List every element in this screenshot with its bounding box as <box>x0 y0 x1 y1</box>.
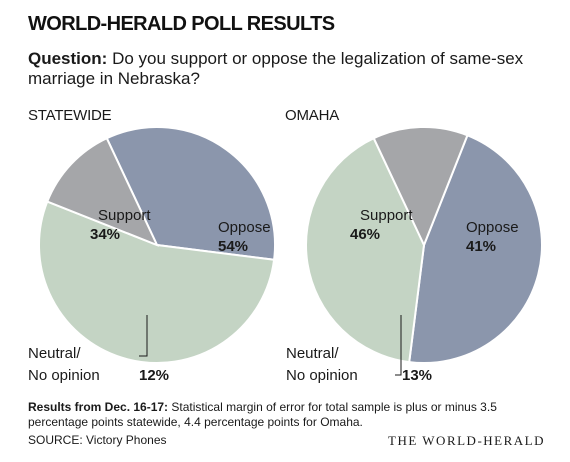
question-label: Question: <box>28 49 108 68</box>
question-text: Do you support or oppose the legalizatio… <box>28 49 524 88</box>
note-label: Results from Dec. 16-17: <box>28 400 169 414</box>
omaha-neutral-label: Neutral/ <box>286 345 339 362</box>
statewide-oppose-value: 54% <box>218 238 248 255</box>
omaha-neutral-slice <box>372 126 469 248</box>
statewide-neutral-label-line2: No opinion <box>28 367 100 384</box>
note-text: Statistical margin of error for total sa… <box>28 400 497 429</box>
omaha-neutral-label-line2: No opinion <box>286 367 358 384</box>
statewide-neutral-leader-line <box>139 315 148 357</box>
pie-charts: Support 34% Oppose 54% Neutral/No opinion 12%… <box>28 126 543 384</box>
omaha-support-label: Support <box>360 207 413 224</box>
statewide-neutral-slice <box>45 136 159 247</box>
omaha-support-value: 46% <box>350 226 380 243</box>
statewide-support-value: 34% <box>90 226 120 243</box>
statewide-neutral-value: 12% <box>139 367 169 384</box>
omaha-neutral-value: 13% <box>402 367 432 384</box>
omaha-neutral-leader-line <box>395 315 402 376</box>
results-note: Results from Dec. 16-17: Statistical mar… <box>28 400 548 430</box>
brand-logo: THE WORLD-HERALD <box>388 433 545 448</box>
omaha-chart-title: OMAHA <box>285 107 340 124</box>
statewide-neutral-label: Neutral/ <box>28 345 81 362</box>
omaha-oppose-value: 41% <box>466 238 496 255</box>
statewide-support-label: Support <box>98 207 151 224</box>
omaha-support-slice <box>408 133 543 364</box>
statewide-oppose-slice <box>38 200 276 364</box>
omaha-oppose-slice <box>305 136 426 364</box>
statewide-chart-title: STATEWIDE <box>28 107 112 124</box>
statewide-oppose-label: Oppose <box>218 219 271 236</box>
omaha-oppose-label: Oppose <box>466 219 519 236</box>
page-title: WORLD-HERALD POLL RESULTS <box>28 13 335 35</box>
poll-question: Question: Do you support or oppose the l… <box>28 49 548 89</box>
source-line: SOURCE: Victory Phones <box>28 433 167 447</box>
